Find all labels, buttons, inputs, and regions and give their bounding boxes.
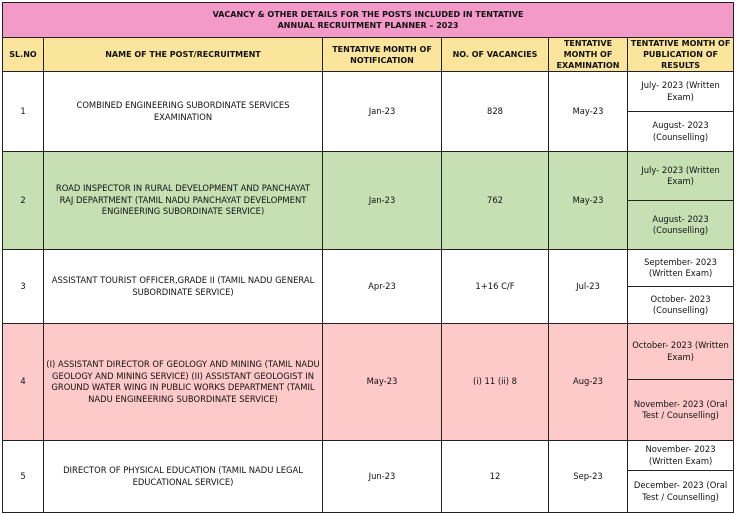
cell-sl: 5 <box>2 440 44 513</box>
cell-notification: May-23 <box>322 323 442 441</box>
cell-result-2: December- 2023 (Oral Test / Counselling) <box>626 470 735 513</box>
cell-notification: Apr-23 <box>322 249 442 324</box>
table-title: VACANCY & OTHER DETAILS FOR THE POSTS IN… <box>1 2 735 38</box>
header-vacancies: NO. OF VACANCIES <box>441 37 549 72</box>
table-row-sub: August- 2023 (Counselling) <box>3 111 735 152</box>
table-row: 3 ASSISTANT TOURIST OFFICER,GRADE II (TAM… <box>2 249 735 324</box>
table-row-sub: August- 2023 (Counselling) <box>3 200 735 250</box>
cell-notification: Jan-23 <box>322 71 442 152</box>
header-results: TENTATIVE MONTH OF PUBLICATION OF RESULT… <box>626 37 735 72</box>
cell-name: ROAD INSPECTOR IN RURAL DEVELOPMENT AND … <box>43 151 323 250</box>
cell-sl: 2 <box>2 151 44 250</box>
table-row: 2 ROAD INSPECTOR IN RURAL DEVELOPMENT AND… <box>2 151 735 250</box>
header-name: NAME OF THE POST/RECRUITMENT <box>43 37 323 72</box>
cell-result-2: October- 2023 (Counselling) <box>626 286 735 324</box>
table-row: 1 COMBINED ENGINEERING SUBORDINATE SERVIC… <box>2 71 735 152</box>
cell-vacancies: 762 <box>441 151 549 250</box>
table-row: 4 (I) ASSISTANT DIRECTOR OF GEOLOGY AND M… <box>2 323 735 441</box>
table-row: 5 DIRECTOR OF PHYSICAL EDUCATION (TAMIL N… <box>2 440 735 513</box>
cell-exam: May-23 <box>548 71 628 152</box>
header-exam: TENTATIVE MONTH OF EXAMINATION <box>548 37 628 72</box>
cell-result-2: November- 2023 (Oral Test / Counselling) <box>626 379 735 441</box>
cell-exam: May-23 <box>548 151 628 250</box>
cell-vacancies: (i) 11 (ii) 8 <box>441 323 549 441</box>
cell-sl: 4 <box>2 323 44 441</box>
cell-result-1: September- 2023 (Written Exam) <box>626 249 735 287</box>
header-notification: TENTATIVE MONTH OF NOTIFICATION <box>322 37 442 72</box>
cell-notification: Jun-23 <box>322 440 442 513</box>
header-slno: SL.NO <box>2 37 44 72</box>
cell-result-1: October- 2023 (Written Exam) <box>626 323 735 380</box>
cell-notification: Jan-23 <box>322 151 442 250</box>
header-row: SL.NO NAME OF THE POST/RECRUITMENT TENTA… <box>2 37 735 72</box>
cell-vacancies: 1+16 C/F <box>441 249 549 324</box>
cell-result-1: July- 2023 (Written Exam) <box>626 151 735 201</box>
title-line: VACANCY & OTHER DETAILS FOR THE POSTS IN… <box>212 9 524 19</box>
cell-name: COMBINED ENGINEERING SUBORDINATE SERVICE… <box>43 71 323 152</box>
cell-exam: Jul-23 <box>548 249 628 324</box>
cell-name: DIRECTOR OF PHYSICAL EDUCATION (TAMIL NA… <box>43 440 323 513</box>
cell-result-2: August- 2023 (Counselling) <box>626 200 735 250</box>
cell-exam: Sep-23 <box>548 440 628 513</box>
cell-sl: 3 <box>2 249 44 324</box>
cell-sl: 1 <box>2 71 44 152</box>
cell-result-2: August- 2023 (Counselling) <box>626 111 735 152</box>
cell-result-1: July- 2023 (Written Exam) <box>626 71 735 112</box>
cell-vacancies: 828 <box>441 71 549 152</box>
cell-name: ASSISTANT TOURIST OFFICER,GRADE II (TAMI… <box>43 249 323 324</box>
cell-name: (I) ASSISTANT DIRECTOR OF GEOLOGY AND MI… <box>43 323 323 441</box>
cell-result-1: November- 2023 (Written Exam) <box>626 440 735 471</box>
cell-vacancies: 12 <box>441 440 549 513</box>
title-line: ANNUAL RECRUITMENT PLANNER – 2023 <box>277 21 459 30</box>
cell-exam: Aug-23 <box>548 323 628 441</box>
